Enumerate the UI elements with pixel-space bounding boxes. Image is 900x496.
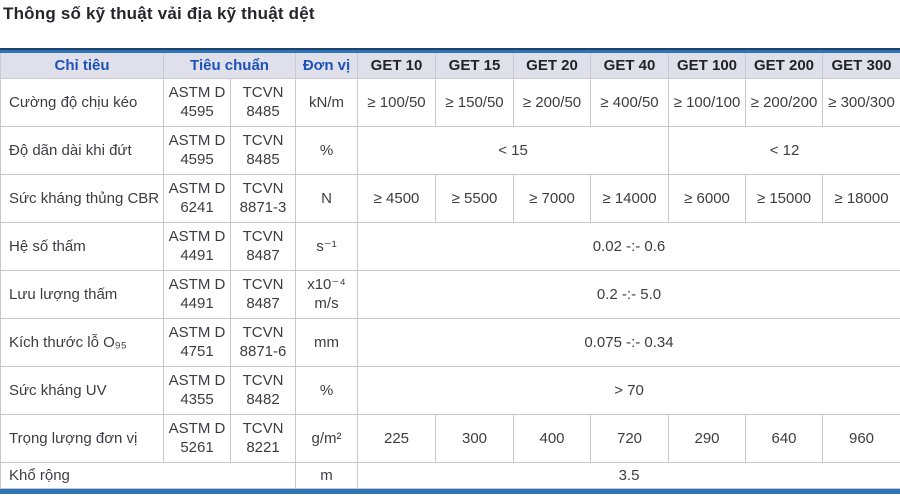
column-header-standard: Tiêu chuẩn [163,53,296,79]
column-header-unit: Đơn vị [295,53,358,79]
tcvn-standard-cell: TCVN 8485 [230,125,296,175]
spec-value-cell: 225 [357,413,436,463]
astm-standard-cell: ASTM D 4595 [163,77,231,127]
tcvn-standard-cell: TCVN 8485 [230,77,296,127]
column-header-get-10: GET 10 [357,53,436,79]
spec-value-cell: < 15 [357,125,669,175]
astm-standard-cell: ASTM D 5261 [163,413,231,463]
table-row: Cường độ chịu kéo ASTM D 4595 TCVN 8485 kN/… [0,77,900,127]
spec-value-cell: 0.02 -:- 0.6 [357,221,900,271]
spec-value-cell: ≥ 15000 [745,173,823,223]
spec-value-cell: ≥ 150/50 [435,77,514,127]
spec-value-cell: ≥ 400/50 [590,77,669,127]
astm-standard-cell: ASTM D 4355 [163,365,231,415]
criteria-cell: Lưu lượng thấm [0,269,164,319]
unit-cell: x10⁻⁴ m/s [295,269,358,319]
spec-value-cell: ≥ 100/100 [668,77,746,127]
unit-cell: N [295,173,358,223]
table-row: Kích thước lỗ O₉₅ ASTM D 4751 TCVN 8871-6 m… [0,317,900,367]
criteria-cell: Cường độ chịu kéo [0,77,164,127]
table-row: Độ dãn dài khi đứt ASTM D 4595 TCVN 8485% <… [0,125,900,175]
tcvn-standard-cell: TCVN 8871-6 [230,317,296,367]
table-row: Sức kháng thủng CBR ASTM D 6241 TCVN 8871-… [0,173,900,223]
spec-value-cell: ≥ 300/300 [822,77,900,127]
spec-value-cell: 0.2 -:- 5.0 [357,269,900,319]
column-header-get-200: GET 200 [745,53,823,79]
spec-value-cell: < 12 [668,125,900,175]
unit-cell: % [295,125,358,175]
unit-cell: m [295,461,358,489]
column-header-get-20: GET 20 [513,53,591,79]
tcvn-standard-cell: TCVN 8871-3 [230,173,296,223]
spec-value-cell: ≥ 14000 [590,173,669,223]
spec-value-cell: ≥ 200/200 [745,77,823,127]
column-header-criteria: Chỉ tiêu [0,53,164,79]
astm-standard-cell: ASTM D 4595 [163,125,231,175]
column-header-get-100: GET 100 [668,53,746,79]
spec-value-cell: ≥ 4500 [357,173,436,223]
astm-standard-cell: ASTM D 6241 [163,173,231,223]
table-row: Trọng lượng đơn vị ASTM D 5261 TCVN 8221 g/… [0,413,900,463]
spec-value-cell: 290 [668,413,746,463]
astm-standard-cell: ASTM D 4491 [163,221,231,271]
spec-value-cell: 720 [590,413,669,463]
table-header-row: Chỉ tiêu Tiêu chuẩn Đơn vị GET 10 GET 15 GET … [0,53,900,79]
table-row: Sức kháng UV ASTM D 4355 TCVN 8482% > 70 [0,365,900,415]
spec-table-container: Chỉ tiêu Tiêu chuẩn Đơn vị GET 10 GET 15 GET … [0,48,900,494]
spec-value-cell: ≥ 100/50 [357,77,436,127]
unit-cell: mm [295,317,358,367]
tcvn-standard-cell: TCVN 8482 [230,365,296,415]
spec-value-cell: 300 [435,413,514,463]
unit-cell: % [295,365,358,415]
unit-cell: s⁻¹ [295,221,358,271]
table-row: Hệ số thấm ASTM D 4491 TCVN 8487 s⁻¹ 0.02 -:… [0,221,900,271]
astm-standard-cell: ASTM D 4491 [163,269,231,319]
criteria-cell: Hệ số thấm [0,221,164,271]
spec-table: Chỉ tiêu Tiêu chuẩn Đơn vị GET 10 GET 15 GET … [0,53,900,489]
criteria-cell: Khổ rộng [0,461,296,489]
spec-value-cell: > 70 [357,365,900,415]
table-body: Cường độ chịu kéo ASTM D 4595 TCVN 8485 kN/… [0,77,900,489]
tcvn-standard-cell: TCVN 8487 [230,221,296,271]
criteria-cell: Trọng lượng đơn vị [0,413,164,463]
spec-value-cell: 400 [513,413,591,463]
column-header-get-300: GET 300 [822,53,900,79]
tcvn-standard-cell: TCVN 8221 [230,413,296,463]
spec-value-cell: 3.5 [357,461,900,489]
spec-value-cell: ≥ 5500 [435,173,514,223]
spec-value-cell: 640 [745,413,823,463]
spec-value-cell: 0.075 -:- 0.34 [357,317,900,367]
criteria-cell: Sức kháng UV [0,365,164,415]
criteria-cell: Sức kháng thủng CBR [0,173,164,223]
table-row: Khổ rộng m 3.5 [0,461,900,489]
criteria-cell: Kích thước lỗ O₉₅ [0,317,164,367]
criteria-cell: Độ dãn dài khi đứt [0,125,164,175]
page-title: Thông số kỹ thuật vải địa kỹ thuật dệt [3,4,315,23]
spec-value-cell: ≥ 6000 [668,173,746,223]
spec-value-cell: 960 [822,413,900,463]
column-header-get-15: GET 15 [435,53,514,79]
unit-cell: g/m² [295,413,358,463]
astm-standard-cell: ASTM D 4751 [163,317,231,367]
spec-value-cell: ≥ 200/50 [513,77,591,127]
table-row: Lưu lượng thấm ASTM D 4491 TCVN 8487 x10⁻⁴ … [0,269,900,319]
spec-value-cell: ≥ 18000 [822,173,900,223]
spec-value-cell: ≥ 7000 [513,173,591,223]
table-top-accent-bar [0,48,900,53]
column-header-get-40: GET 40 [590,53,669,79]
table-bottom-accent-bar [0,488,900,494]
unit-cell: kN/m [295,77,358,127]
tcvn-standard-cell: TCVN 8487 [230,269,296,319]
